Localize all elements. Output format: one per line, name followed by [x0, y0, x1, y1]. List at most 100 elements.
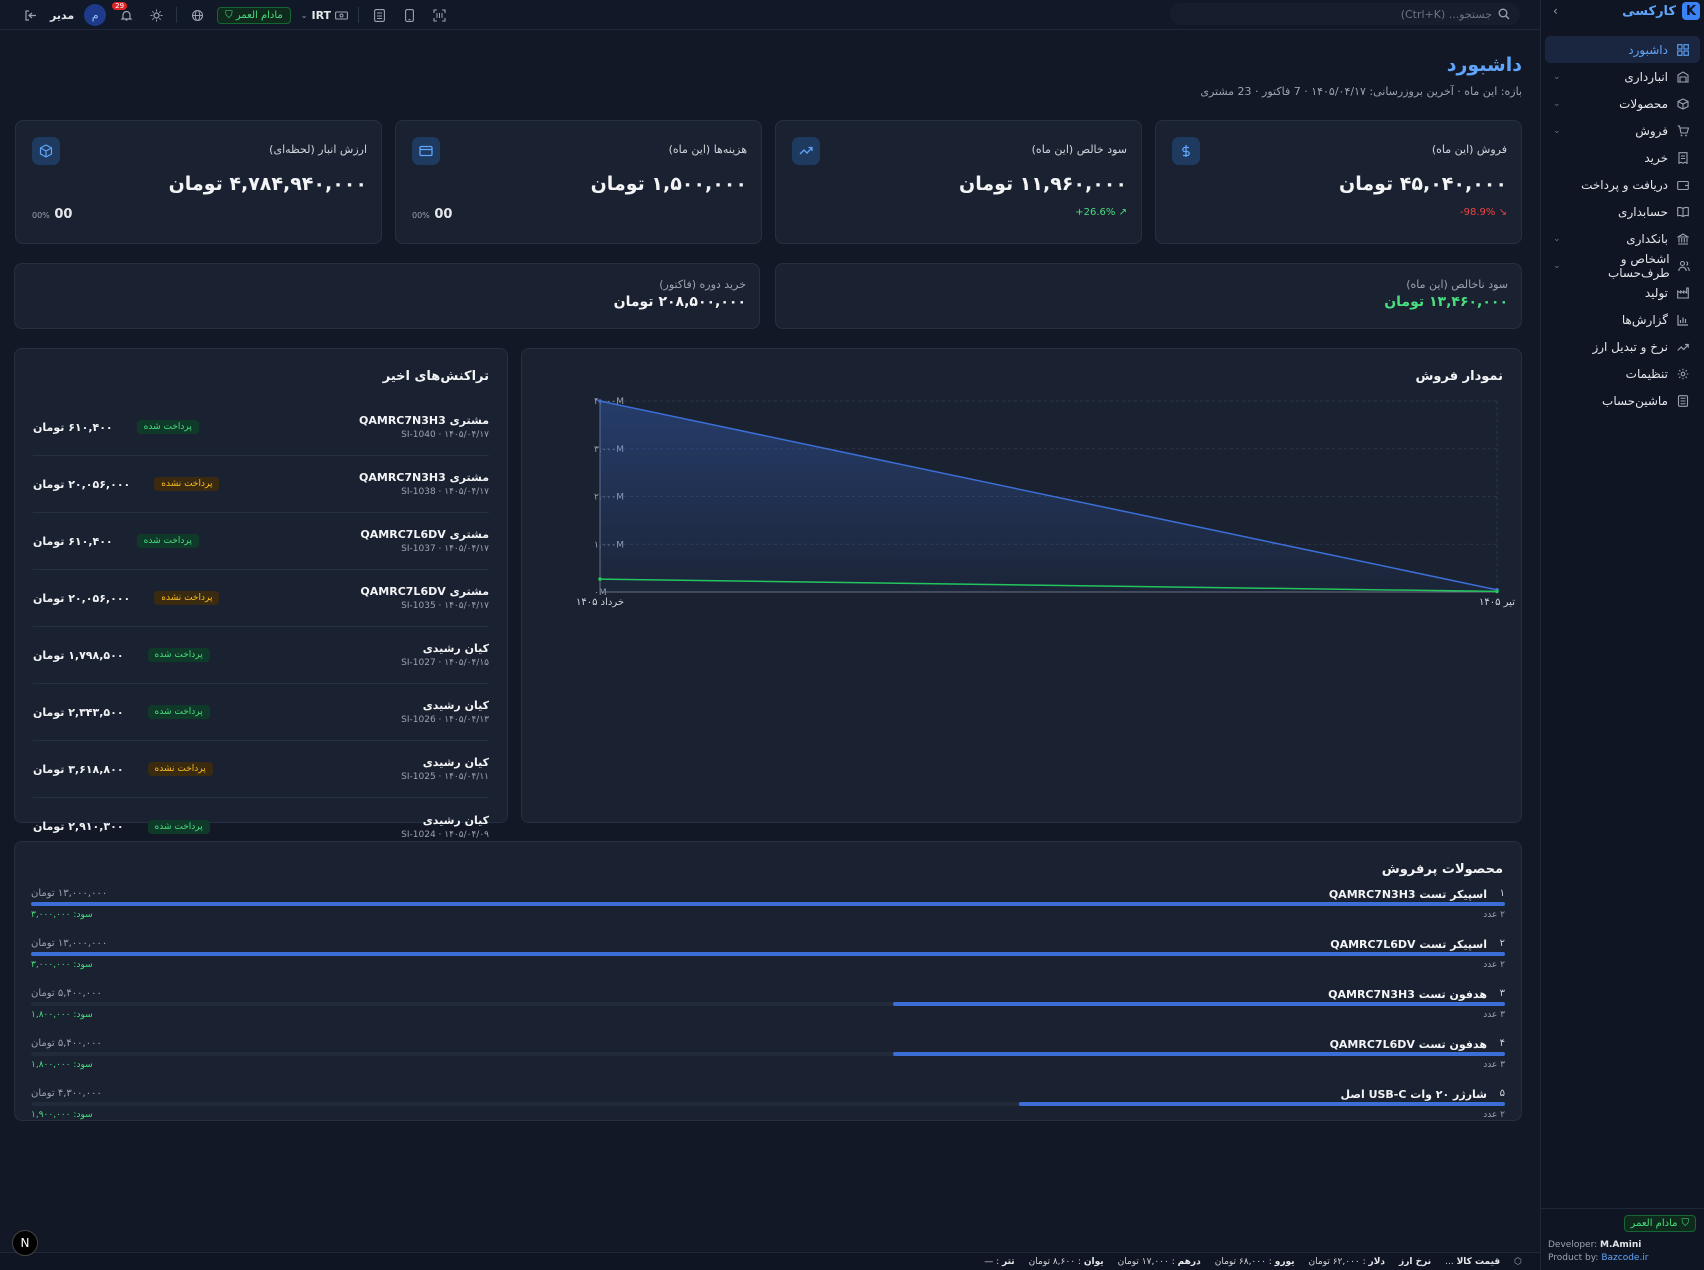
avatar[interactable]: م	[84, 4, 107, 26]
table-row[interactable]: کیان رشیدی SI-1026 · ۱۴۰۵/۰۴/۱۳ ۲,۳۴۳,۵۰۰ …	[33, 684, 489, 741]
list-item[interactable]: ۲ اسپیکر تست QAMRC7L6DV ۱۳,۰۰۰,۰۰۰ تومان ۲ …	[31, 938, 1505, 988]
ticker-value: : ۶۲,۰۰۰ تومان	[1308, 1256, 1366, 1267]
kpi-trend: -98.9% ↘	[1460, 207, 1507, 218]
search-icon	[1498, 8, 1510, 20]
table-row[interactable]: مشتری QAMRC7L6DV SI-1037 · ۱۴۰۵/۰۴/۱۷ ۶۱۰,…	[33, 513, 489, 570]
ticker-item: قیمت کالا ...	[1445, 1257, 1500, 1267]
app-brand[interactable]: کارکسی	[1622, 3, 1676, 19]
sidebar-item-9[interactable]: تولید	[1545, 279, 1700, 306]
table-row[interactable]: مشتری QAMRC7N3H3 SI-1038 · ۱۴۰۵/۰۴/۱۷ ۲۰,۰…	[33, 456, 489, 513]
table-row[interactable]: کیان رشیدی SI-1027 · ۱۴۰۵/۰۴/۱۵ ۱,۷۹۸,۵۰۰ …	[33, 627, 489, 684]
sidebar-item-7[interactable]: بانکداری ⌄	[1545, 225, 1700, 252]
cube-icon	[32, 137, 60, 165]
chevron-down-icon[interactable]: ⌄	[1553, 71, 1561, 82]
search-box[interactable]: جستجو... (Ctrl+K)	[1170, 3, 1520, 25]
series-line-0[interactable]	[599, 400, 1498, 591]
collapse-sidebar-icon[interactable]: ›	[1553, 4, 1558, 18]
product-bar-fill	[1018, 1102, 1505, 1106]
theme-toggle-icon[interactable]	[146, 5, 166, 25]
status-badge: پرداخت نشده	[154, 477, 220, 491]
table-row[interactable]: مشتری QAMRC7L6DV SI-1035 · ۱۴۰۵/۰۴/۱۷ ۲۰,۰…	[33, 570, 489, 627]
trend-arrow-icon: ↗	[1118, 207, 1127, 218]
calculator-icon[interactable]	[369, 5, 389, 25]
ticker-value: : ۶۸,۰۰۰ تومان	[1214, 1256, 1272, 1267]
scan-barcode-icon[interactable]	[429, 5, 449, 25]
data-point[interactable]	[598, 399, 602, 403]
chevron-down-icon: ⌄	[300, 10, 308, 20]
transaction-amount: ۶۱۰,۴۰۰ تومان	[33, 420, 113, 434]
transaction-customer: مشتری QAMRC7N3H3	[359, 414, 489, 427]
notifications-button[interactable]: 29	[112, 2, 136, 25]
data-point[interactable]	[1495, 589, 1499, 594]
logout-icon[interactable]	[20, 5, 40, 25]
transaction-amount: ۱,۷۹۸,۵۰۰ تومان	[33, 648, 124, 662]
product-link[interactable]: Bazcode.ir	[1601, 1253, 1649, 1263]
sidebar-item-label: دریافت و پرداخت	[1581, 177, 1668, 192]
transaction-amount: ۲,۳۴۳,۵۰۰ تومان	[33, 705, 124, 719]
branch-pill[interactable]: مادام العمر ⛉	[217, 6, 291, 24]
list-item[interactable]: ۵ شارژر ۲۰ وات USB-C اصل ۴,۳۰۰,۰۰۰ تومان ۲ …	[31, 1088, 1505, 1138]
main-content: داشبورد بازه: این ماه · آخرین بروزرسانی:…	[0, 30, 1540, 1252]
sidebar-item-label: محصولات	[1619, 96, 1668, 111]
product-name: هدفون تست QAMRC7N3H3	[1328, 988, 1487, 1001]
sidebar-item-8[interactable]: اشخاص و طرف‌حساب ⌄	[1545, 252, 1700, 280]
sidebar-item-11[interactable]: نرخ و تبدیل ارز	[1545, 333, 1700, 360]
chevron-down-icon[interactable]: ⌄	[1553, 98, 1561, 109]
sidebar-item-12[interactable]: تنظیمات	[1545, 360, 1700, 387]
sidebar-item-1[interactable]: انبارداری ⌄	[1545, 63, 1700, 90]
sidebar-item-10[interactable]: گزارش‌ها	[1545, 306, 1700, 333]
transaction-info: مشتری QAMRC7L6DV SI-1037 · ۱۴۰۵/۰۴/۱۷	[360, 528, 489, 554]
currency-selector[interactable]: ⌄ IRT	[300, 9, 349, 22]
sidebar-item-4[interactable]: خرید	[1545, 144, 1700, 171]
list-item[interactable]: ۱ اسپیکر تست QAMRC7N3H3 ۱۳,۰۰۰,۰۰۰ تومان ۲ …	[31, 888, 1505, 938]
transaction-meta: ۶۱۰,۴۰۰ تومان پرداخت شده	[33, 420, 199, 434]
chevron-down-icon[interactable]: ⌄	[1553, 260, 1561, 271]
language-globe-icon[interactable]	[187, 5, 207, 25]
series-line-1[interactable]	[599, 578, 1498, 593]
ticker-value: : ۸,۶۰۰ تومان	[1028, 1256, 1081, 1267]
product-rank: ۴	[1499, 1038, 1505, 1049]
sidebar-item-13[interactable]: ماشین‌حساب	[1545, 387, 1700, 414]
sidebar-header: K کارکسی ›	[1541, 0, 1704, 22]
status-badge: پرداخت شده	[147, 819, 210, 834]
user-role[interactable]: مدیر	[50, 8, 75, 22]
kpi-trend: +26.6% ↗	[1075, 207, 1127, 218]
product-amount: ۱۳,۰۰۰,۰۰۰ تومان	[31, 938, 108, 949]
table-row[interactable]: کیان رشیدی SI-1024 · ۱۴۰۵/۰۴/۰۹ ۲,۹۱۰,۳۰۰ …	[33, 798, 489, 855]
data-point[interactable]	[598, 577, 602, 581]
ticker-item: تتر : —	[984, 1257, 1014, 1267]
sidebar-item-6[interactable]: حسابداری	[1545, 198, 1700, 225]
sidebar-menu: داشبورد انبارداری ⌄ محصولات ⌄ فروش ⌄ خرید دریافت…	[1541, 36, 1704, 414]
branch-badge[interactable]: ⛉ مادام العمر	[1623, 1215, 1696, 1232]
sidebar-item-5[interactable]: دریافت و پرداخت	[1545, 171, 1700, 198]
report-icon	[1676, 313, 1690, 327]
transaction-ref: SI-1040 · ۱۴۰۵/۰۴/۱۷	[401, 430, 489, 440]
product-bar-fill	[893, 1002, 1505, 1006]
kpi-change-value: 00	[54, 207, 73, 222]
kpi-value: ۱۱,۹۶۰,۰۰۰ تومان	[959, 173, 1127, 195]
app-logo[interactable]: K	[1682, 2, 1700, 20]
transaction-amount: ۳,۶۱۸,۸۰۰ تومان	[33, 762, 124, 776]
list-item[interactable]: ۴ هدفون تست QAMRC7L6DV ۵,۴۰۰,۰۰۰ تومان ۳ عد…	[31, 1038, 1505, 1088]
product-profit: سود: ۱,۹۰۰,۰۰۰	[31, 1110, 93, 1120]
product-bar-fill	[31, 952, 1505, 956]
sidebar-item-0[interactable]: داشبورد	[1545, 36, 1700, 63]
page-title: داشبورد	[1446, 54, 1522, 76]
page-subtitle: بازه: این ماه · آخرین بروزرسانی: ۱۴۰۵/۰۴…	[1200, 85, 1522, 98]
table-row[interactable]: مشتری QAMRC7N3H3 SI-1040 · ۱۴۰۵/۰۴/۱۷ ۶۱۰,…	[33, 399, 489, 456]
ticker-item: یورو : ۶۸,۰۰۰ تومان	[1215, 1257, 1295, 1267]
product-name: اسپیکر تست QAMRC7N3H3	[1328, 888, 1487, 901]
transaction-customer: کیان رشیدی	[422, 699, 489, 712]
table-row[interactable]: کیان رشیدی SI-1025 · ۱۴۰۵/۰۴/۱۱ ۳,۶۱۸,۸۰۰ …	[33, 741, 489, 798]
sidebar-item-2[interactable]: محصولات ⌄	[1545, 90, 1700, 117]
assistant-fab[interactable]: N	[12, 1230, 38, 1256]
chevron-down-icon[interactable]: ⌄	[1553, 233, 1561, 244]
transaction-customer: مشتری QAMRC7L6DV	[360, 528, 489, 541]
list-item[interactable]: ۳ هدفون تست QAMRC7N3H3 ۵,۴۰۰,۰۰۰ تومان ۳ عد…	[31, 988, 1505, 1038]
dashboard-icon	[1676, 43, 1690, 57]
ticker-value: : —	[984, 1256, 1000, 1267]
mobile-icon[interactable]	[399, 5, 419, 25]
chevron-down-icon[interactable]: ⌄	[1553, 125, 1561, 136]
sidebar-item-3[interactable]: فروش ⌄	[1545, 117, 1700, 144]
